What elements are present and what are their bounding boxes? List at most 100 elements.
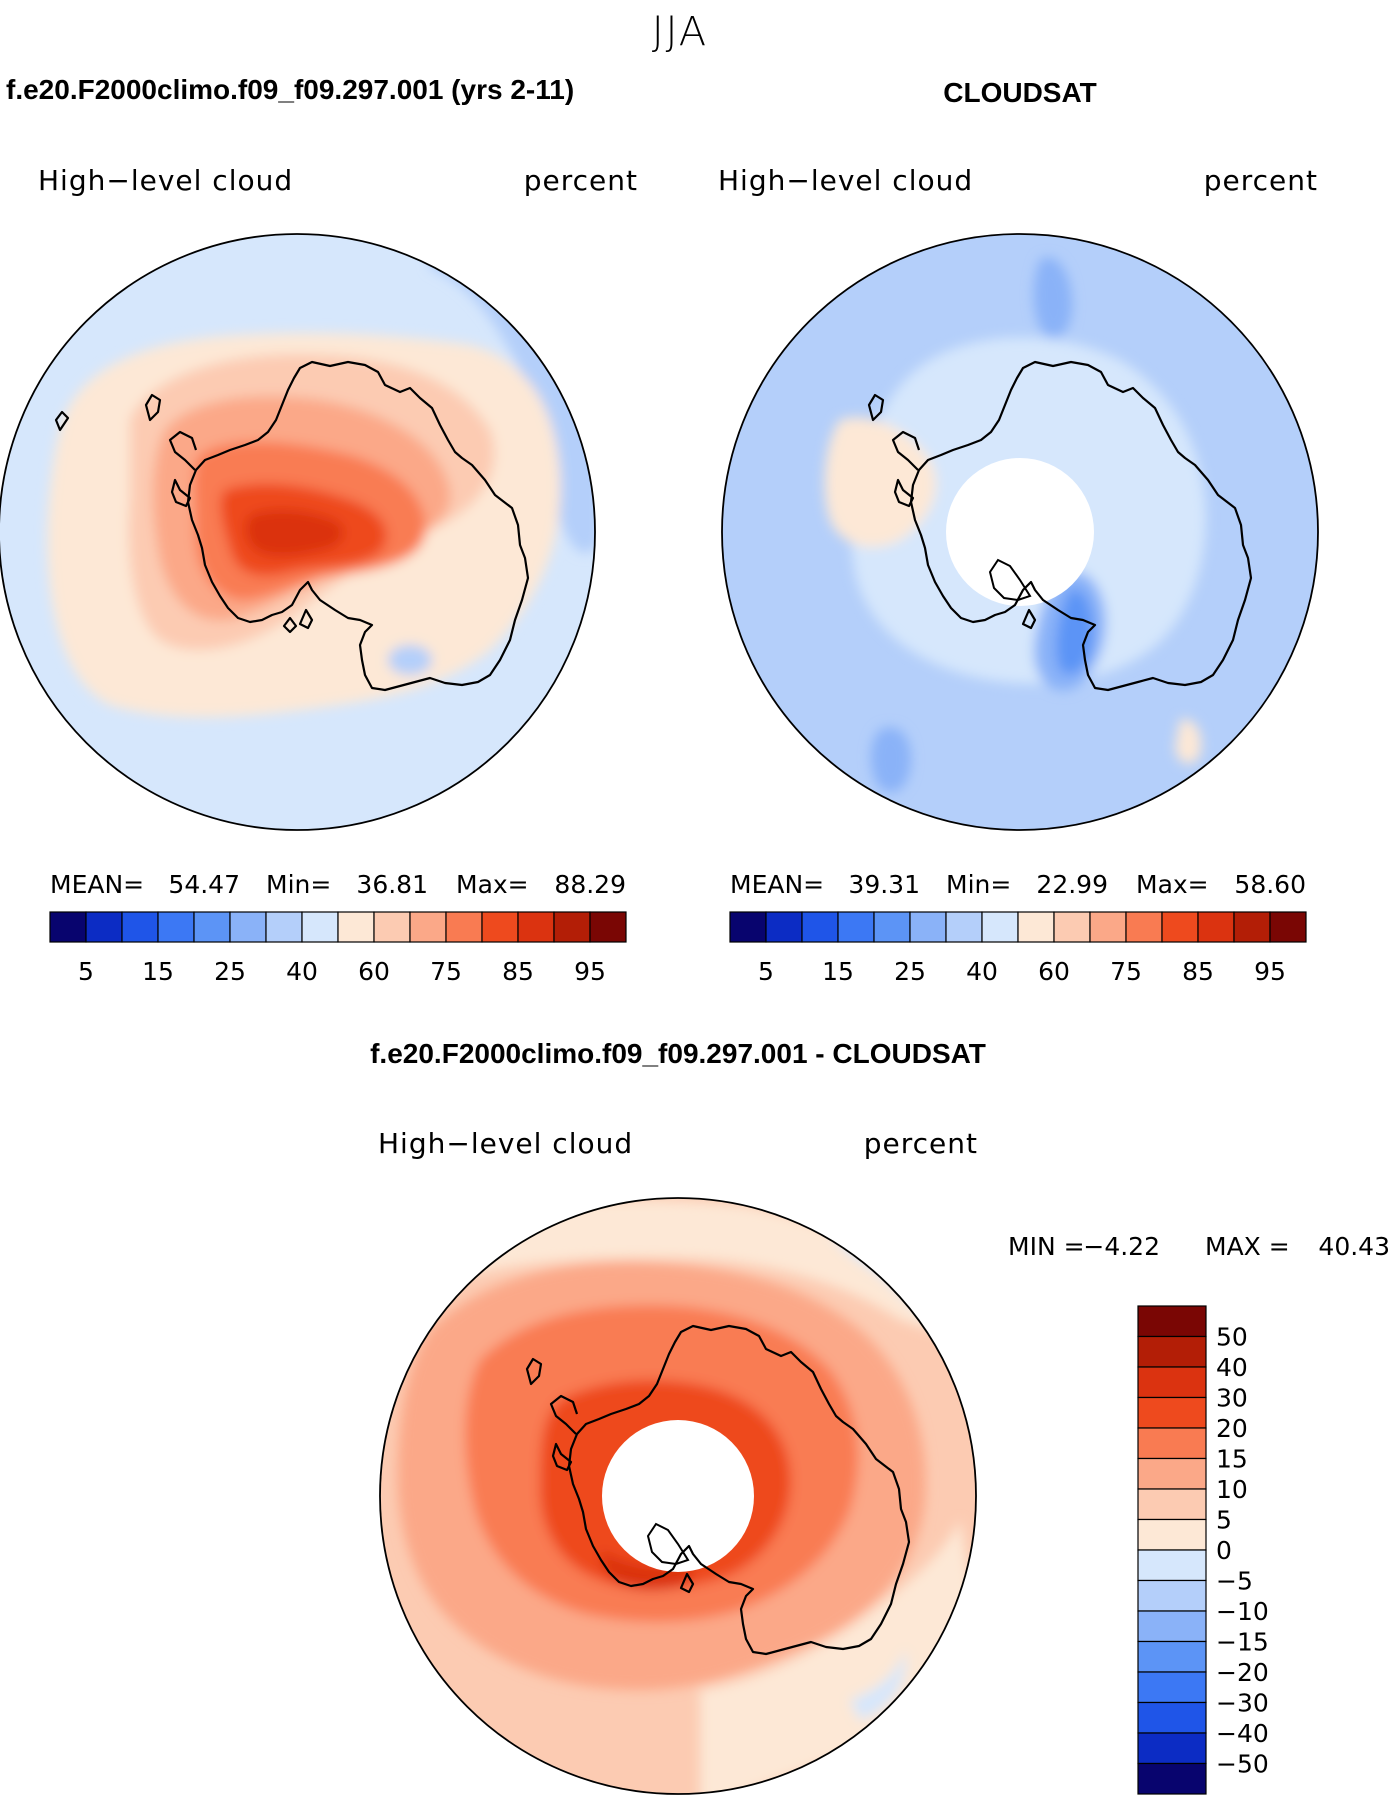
diff-colorbar-swatch [1137, 1488, 1207, 1521]
diff-colorbar-swatch [1137, 1762, 1207, 1795]
obs-map-border [721, 233, 1319, 831]
model-map-border [0, 233, 596, 831]
model-colorbar-tick-label: 15 [142, 957, 174, 986]
obs-contour-25-north [1033, 257, 1073, 339]
diff-map-border [379, 1197, 977, 1795]
diff-colorbar-swatch [1137, 1518, 1207, 1551]
diff-hole-coast-fragment [646, 1522, 690, 1566]
model-colorbar-swatch [121, 911, 159, 943]
obs-colorbar-swatch [1161, 911, 1199, 943]
model-colorbar-swatch [373, 911, 411, 943]
obs-colorbar-tick-label: 5 [758, 957, 774, 986]
obs-colorbar: 5 15 25 40 60 75 85 95 [729, 911, 1307, 986]
obs-contour-60-sw [1175, 719, 1202, 764]
diff-colorbar-tick-label: −50 [1216, 1750, 1269, 1779]
model-colorbar-tick-label: 40 [286, 957, 318, 986]
obs-colorbar-swatch [729, 911, 767, 943]
diff-colorbar-tick-label: 5 [1216, 1506, 1232, 1535]
diff-colorbar-tick-label: −5 [1216, 1567, 1253, 1596]
diff-stats: MIN = −4.22 MAX = 40.43 [1008, 1232, 1390, 1261]
diff-map [379, 1197, 977, 1795]
diff-colorbar-swatch [1137, 1640, 1207, 1673]
obs-contour-25-sw [870, 727, 911, 793]
obs-colorbar-swatch [1233, 911, 1271, 943]
diff-colorbar-swatch [1137, 1579, 1207, 1612]
model-colorbar-swatch [409, 911, 447, 943]
model-colorbar-swatch [445, 911, 483, 943]
diff-colorbar-tick-label: 10 [1216, 1475, 1248, 1504]
obs-max-value: 58.60 [1234, 870, 1306, 899]
model-colorbar-swatch [157, 911, 195, 943]
obs-contour-60 [824, 417, 936, 548]
model-colorbar-swatch [49, 911, 87, 943]
obs-colorbar-swatch [1197, 911, 1235, 943]
model-coastline [54, 360, 530, 692]
obs-colorbar-swatch [1269, 911, 1307, 943]
obs-colorbar-tick-label: 75 [1110, 957, 1142, 986]
model-colorbar-swatch [517, 911, 555, 943]
obs-colorbar-swatch [1053, 911, 1091, 943]
obs-colorbar-tick-label: 40 [966, 957, 998, 986]
model-colorbar-swatch [481, 911, 519, 943]
model-colorbar-swatch [193, 911, 231, 943]
obs-stats: MEAN= 39.31 Min= 22.99 Max= 58.60 [730, 870, 1306, 899]
obs-colorbar-swatch [909, 911, 947, 943]
model-colorbar-swatch [589, 911, 627, 943]
diff-colorbar-swatch [1137, 1396, 1207, 1429]
obs-colorbar-swatch [945, 911, 983, 943]
obs-colorbar-tick-label: 60 [1038, 957, 1070, 986]
obs-map [721, 233, 1319, 831]
diff-contour-0-se [700, 1520, 976, 1794]
diff-colorbar-tick-label: −10 [1216, 1597, 1269, 1626]
diff-colorbar-swatch [1137, 1610, 1207, 1643]
model-colorbar-swatch [85, 911, 123, 943]
obs-colorbar-swatch [1125, 911, 1163, 943]
obs-min-label: Min= [946, 870, 1011, 899]
diff-max-value: 40.43 [1318, 1232, 1390, 1261]
model-contour-95 [245, 509, 344, 557]
model-map [0, 233, 596, 831]
diff-colorbar-tick-label: 0 [1216, 1536, 1232, 1565]
diff-colorbar-tick-label: −30 [1216, 1689, 1269, 1718]
diff-variable-label: High−level cloud [378, 1127, 633, 1160]
diff-colorbar-tick-label: 15 [1216, 1445, 1248, 1474]
diff-colorbar-tick-label: 40 [1216, 1353, 1248, 1382]
diff-polar-hole [602, 1420, 754, 1572]
model-colorbar-tick-label: 5 [78, 957, 94, 986]
model-mean-label: MEAN= [50, 870, 144, 899]
diff-max-label: MAX = [1205, 1232, 1290, 1261]
model-variable-label: High−level cloud [38, 164, 293, 197]
diff-colorbar-swatch [1137, 1701, 1207, 1734]
obs-colorbar-swatch [801, 911, 839, 943]
diff-min-value: −4.22 [1083, 1232, 1160, 1261]
diff-colorbar-swatch [1137, 1305, 1207, 1338]
diff-colorbar-tick-label: −20 [1216, 1658, 1269, 1687]
model-blue-patch [388, 645, 432, 675]
model-units-label: percent [524, 164, 638, 197]
obs-hole-coast-fragment [988, 558, 1032, 602]
obs-polar-hole [946, 458, 1094, 606]
diff-colorbar-swatch [1137, 1427, 1207, 1460]
diff-colorbar-swatch [1137, 1335, 1207, 1368]
obs-colorbar-swatch [1017, 911, 1055, 943]
obs-colorbar-tick-label: 95 [1254, 957, 1286, 986]
model-min-label: Min= [266, 870, 331, 899]
diff-colorbar-tick-label: 30 [1216, 1384, 1248, 1413]
obs-colorbar-swatch [765, 911, 803, 943]
model-max-value: 88.29 [554, 870, 626, 899]
obs-mean-label: MEAN= [730, 870, 824, 899]
obs-colorbar-swatch [1089, 911, 1127, 943]
season-title: JJA [652, 9, 708, 55]
model-colorbar-tick-label: 60 [358, 957, 390, 986]
diff-contour-40 [600, 1550, 693, 1590]
obs-colorbar-tick-label: 25 [894, 957, 926, 986]
diff-colorbar-swatch [1137, 1366, 1207, 1399]
diff-colorbar-tick-label: −40 [1216, 1719, 1269, 1748]
obs-mean-value: 39.31 [848, 870, 920, 899]
obs-variable-label: High−level cloud [718, 164, 973, 197]
model-colorbar-swatch [229, 911, 267, 943]
model-min-value: 36.81 [356, 870, 428, 899]
diff-colorbar-swatch [1137, 1457, 1207, 1490]
